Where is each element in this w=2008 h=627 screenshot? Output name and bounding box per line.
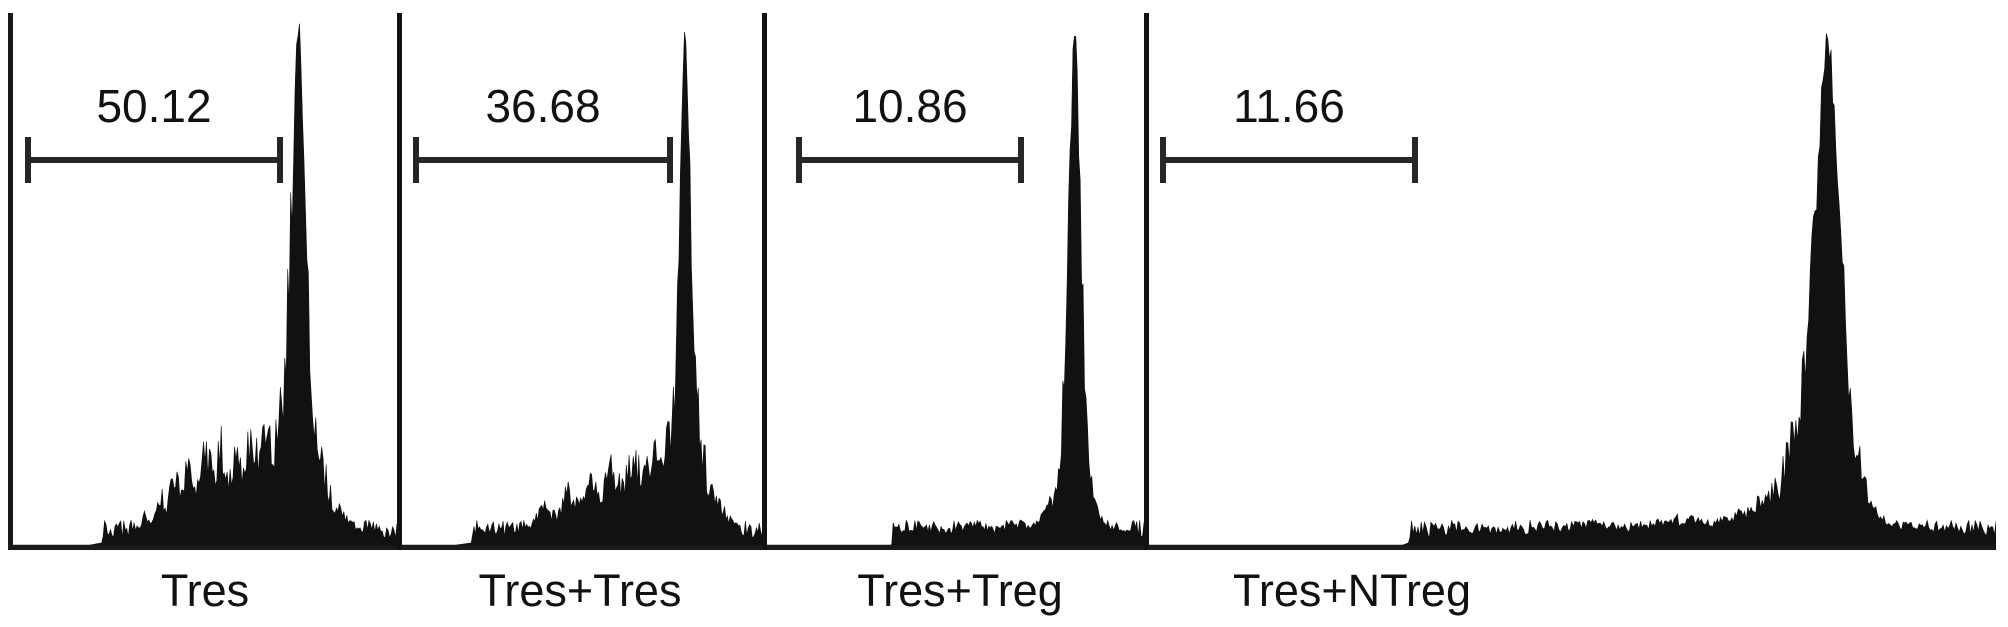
x-axis-label-tres-ntreg: Tres+NTreg [1233, 565, 1471, 616]
histogram-trace-tres-ntreg [1149, 33, 1996, 546]
gate-value-tres: 50.12 [96, 80, 212, 132]
gate-bracket-tres-tres: 36.68 [413, 83, 673, 183]
histogram-path [767, 35, 1144, 546]
histogram-trace-tres-tres [402, 31, 762, 546]
panel-divider-3 [1144, 13, 1149, 550]
x-axis-label-tres: Tres [160, 565, 250, 616]
gate-bracket-tres-treg: 10.86 [796, 83, 1024, 183]
histogram-path [1149, 33, 1996, 546]
gate-bracket-bar [25, 157, 283, 163]
gate-bracket-tres: 50.12 [25, 83, 283, 183]
histogram-panel-tres-tres [402, 0, 762, 560]
gate-bracket-bar [796, 157, 1024, 163]
histogram-panel-tres-treg [767, 0, 1144, 560]
gate-bracket-right-tick [667, 137, 673, 183]
gate-bracket-right-tick [1018, 137, 1024, 183]
x-axis-label-tres-tres: Tres+Tres [478, 565, 682, 616]
gate-bracket-right-tick [1412, 137, 1418, 183]
gate-bracket-bar [413, 157, 673, 163]
histogram-panel-tres [13, 0, 397, 560]
y-axis-line [8, 13, 13, 550]
panel-divider-1 [397, 13, 402, 550]
gate-value-tres-tres: 36.68 [485, 80, 601, 132]
gate-value-tres-ntreg: 11.66 [1233, 80, 1345, 132]
x-axis-label-tres-treg: Tres+Treg [857, 565, 1063, 616]
gate-bracket-bar [1160, 157, 1418, 163]
gate-bracket-right-tick [277, 137, 283, 183]
histogram-path [13, 23, 397, 546]
histogram-trace-tres-treg [767, 35, 1144, 546]
plot-area: 50.12 36.68 10.86 11.66 [8, 0, 1996, 560]
histogram-trace-tres [13, 23, 397, 546]
histogram-panel-tres-ntreg [1149, 0, 1996, 560]
x-axis-line [8, 545, 1996, 550]
gate-bracket-tres-ntreg: 11.66 [1160, 83, 1418, 183]
histogram-path [402, 31, 762, 546]
gate-value-tres-treg: 10.86 [852, 80, 968, 132]
panel-divider-2 [762, 13, 767, 550]
